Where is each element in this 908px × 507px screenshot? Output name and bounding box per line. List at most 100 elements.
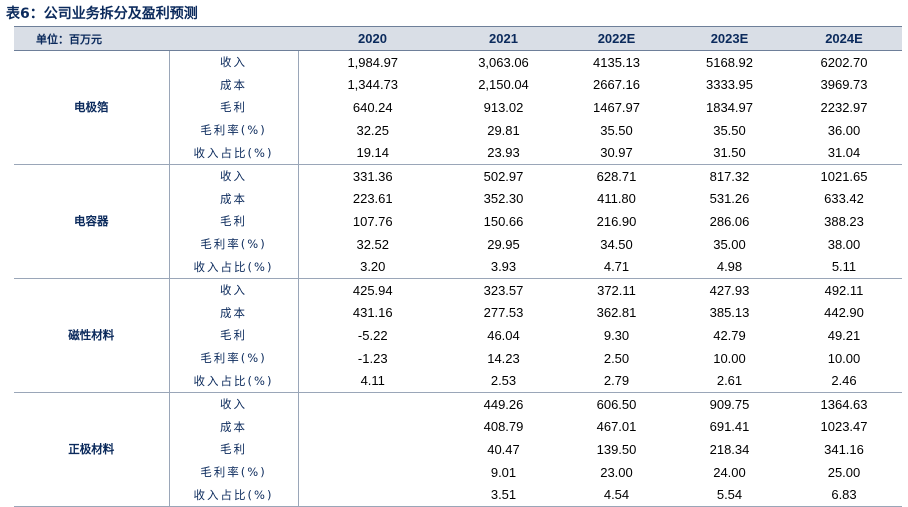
table-row: 成本 431.16 277.53 362.81 385.13 442.90 <box>14 301 902 325</box>
value-cell: 691.41 <box>709 419 750 435</box>
table-row: 正极材料 收入 449.26 606.50 909.75 1364.63 <box>14 391 902 507</box>
metric-label: 毛利率(%) <box>169 118 299 142</box>
table-row: 毛利 640.24 913.02 1467.97 1834.97 2232.97 <box>14 96 902 119</box>
value-cell: 38.00 <box>827 236 861 252</box>
value-cell: 40.47 <box>487 441 520 457</box>
value-cell: 35.50 <box>713 122 746 138</box>
year-header: 2020 <box>298 26 447 51</box>
financial-forecast-table: 单位：百万元 2020 2021 2022E 2023E 2024E 电极箔 收入… <box>14 26 902 507</box>
value-cell: 352.30 <box>483 191 524 207</box>
value-cell <box>298 415 447 438</box>
value-cell: 3.20 <box>298 255 447 279</box>
metric-label: 毛利率(%) <box>169 460 299 484</box>
metric-label: 毛利 <box>169 210 299 233</box>
value-cell: 150.66 <box>483 213 524 229</box>
table-row: 磁性材料 收入 425.94 323.57 372.11 427.93 492.11 <box>14 277 902 393</box>
value-cell: 1834.97 <box>706 99 753 115</box>
value-cell: 10.00 <box>713 350 746 366</box>
value-cell: 49.21 <box>827 327 861 343</box>
value-cell: 223.61 <box>352 191 393 207</box>
metric-label: 收入 <box>169 163 299 188</box>
value-cell: 31.50 <box>673 141 786 165</box>
table-title: 表6：公司业务拆分及盈利预测 <box>6 6 198 22</box>
value-cell: 3969.73 <box>820 77 868 93</box>
value-cell: 4.98 <box>673 255 786 279</box>
value-cell: 277.53 <box>483 305 524 321</box>
value-cell: 29.81 <box>487 122 520 138</box>
value-cell: 107.76 <box>352 213 393 229</box>
value-cell: 5.11 <box>786 255 902 279</box>
table-row: 毛利率(%) 9.01 23.00 24.00 25.00 <box>14 460 902 484</box>
value-cell: 909.75 <box>673 391 786 416</box>
value-cell: -1.23 <box>357 350 388 366</box>
value-cell: 3333.95 <box>706 77 753 93</box>
value-cell: 36.00 <box>827 122 861 138</box>
value-cell: 30.97 <box>560 141 673 165</box>
header-row: 单位：百万元 2020 2021 2022E 2023E 2024E <box>14 26 902 51</box>
value-cell: 46.04 <box>487 327 520 343</box>
value-cell: 4.71 <box>560 255 673 279</box>
value-cell: 502.97 <box>447 163 560 188</box>
value-cell: 286.06 <box>709 213 750 229</box>
value-cell: 3.93 <box>447 255 560 279</box>
value-cell: 425.94 <box>298 277 447 302</box>
table-row: 毛利率(%) 32.52 29.95 34.50 35.00 38.00 <box>14 232 902 256</box>
value-cell <box>298 483 447 507</box>
value-cell: 2.79 <box>560 369 673 393</box>
metric-label: 收入 <box>169 391 299 416</box>
value-cell: 323.57 <box>447 277 560 302</box>
value-cell: 6202.70 <box>786 50 902 74</box>
value-cell: 218.34 <box>709 441 750 457</box>
value-cell: 4.54 <box>560 483 673 507</box>
segment-name: 电极箔 <box>14 50 170 165</box>
segment-name: 磁性材料 <box>14 277 170 393</box>
value-cell: 1,984.97 <box>298 50 447 74</box>
value-cell: 427.93 <box>673 277 786 302</box>
value-cell: 3.51 <box>447 483 560 507</box>
value-cell: 23.93 <box>447 141 560 165</box>
value-cell: 19.14 <box>298 141 447 165</box>
value-cell <box>298 391 447 416</box>
value-cell: 2667.16 <box>593 77 640 93</box>
value-cell: 4135.13 <box>560 50 673 74</box>
metric-label: 毛利 <box>169 96 299 119</box>
table-row: 电容器 收入 331.36 502.97 628.71 817.32 1021.65 <box>14 163 902 279</box>
value-cell: 606.50 <box>560 391 673 416</box>
value-cell <box>298 438 447 461</box>
metric-label: 毛利 <box>169 324 299 347</box>
value-cell: 35.50 <box>600 122 633 138</box>
value-cell: 42.79 <box>713 327 746 343</box>
metric-label: 毛利 <box>169 438 299 461</box>
metric-label: 收入占比(%) <box>169 141 299 165</box>
value-cell: 913.02 <box>483 99 524 115</box>
value-cell: 431.16 <box>352 305 393 321</box>
table-body: 电极箔 收入 1,984.97 3,063.06 4135.13 5168.92 6202.… <box>14 50 902 507</box>
table-row: 收入占比(%) 19.14 23.93 30.97 31.50 31.04 <box>14 141 902 165</box>
value-cell: 34.50 <box>600 236 633 252</box>
value-cell: 1,344.73 <box>347 77 399 93</box>
value-cell: 1023.47 <box>820 419 868 435</box>
metric-label: 收入占比(%) <box>169 483 299 507</box>
value-cell: 467.01 <box>596 419 637 435</box>
value-cell: 362.81 <box>596 305 637 321</box>
value-cell: 9.01 <box>490 464 517 480</box>
value-cell: 1467.97 <box>593 99 640 115</box>
table-row: 电极箔 收入 1,984.97 3,063.06 4135.13 5168.92 6202.… <box>14 50 902 165</box>
value-cell: 5.54 <box>673 483 786 507</box>
value-cell: 1364.63 <box>786 391 902 416</box>
table-row: 毛利率(%) -1.23 14.23 2.50 10.00 10.00 <box>14 346 902 370</box>
value-cell: 531.26 <box>709 191 750 207</box>
table-row: 收入占比(%) 4.11 2.53 2.79 2.61 2.46 <box>14 369 902 393</box>
value-cell: 3,063.06 <box>447 50 560 74</box>
year-header: 2023E <box>673 26 786 51</box>
value-cell: 2232.97 <box>820 99 868 115</box>
value-cell: 31.04 <box>786 141 902 165</box>
value-cell: 2.53 <box>447 369 560 393</box>
value-cell: 2,150.04 <box>478 77 529 93</box>
segment-name: 电容器 <box>14 163 170 279</box>
unit-label: 单位：百万元 <box>14 26 298 51</box>
value-cell: 817.32 <box>673 163 786 188</box>
value-cell: 628.71 <box>560 163 673 188</box>
value-cell: 216.90 <box>596 213 637 229</box>
value-cell: 408.79 <box>483 419 524 435</box>
